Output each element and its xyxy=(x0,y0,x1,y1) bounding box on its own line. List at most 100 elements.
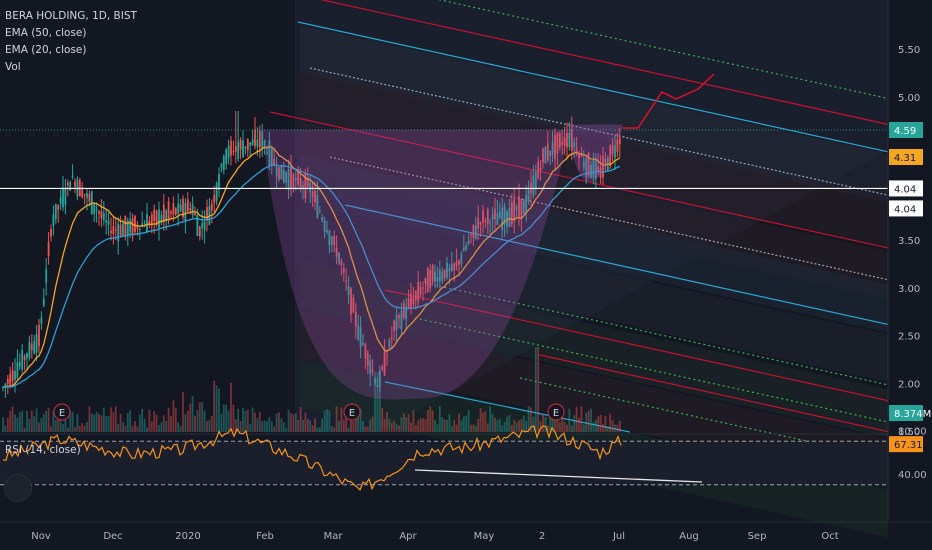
ema50-label[interactable]: EMA (50, close) xyxy=(5,27,87,39)
candle-body xyxy=(561,141,564,146)
volume-bar xyxy=(119,413,122,432)
volume-bar xyxy=(585,412,588,432)
volume-bar xyxy=(110,407,112,432)
candle-body xyxy=(472,224,475,238)
cup-pattern xyxy=(261,129,571,400)
earnings-marker xyxy=(547,403,565,421)
volume-bar xyxy=(90,413,93,432)
volume-bar xyxy=(381,408,384,432)
volume-bar xyxy=(522,415,525,432)
candle-body xyxy=(568,132,571,148)
candle-body xyxy=(381,367,384,370)
candle-body xyxy=(83,194,86,196)
volume-bar xyxy=(405,416,408,432)
fib-line xyxy=(414,317,889,423)
candle-body xyxy=(98,211,100,214)
candle-body xyxy=(429,270,432,289)
volume-bar xyxy=(150,421,153,432)
candle-body xyxy=(551,141,554,155)
candle-body xyxy=(342,267,345,273)
volume-bar xyxy=(429,406,432,432)
candle-body xyxy=(482,210,484,223)
volume-bar xyxy=(347,427,350,432)
symbol-title[interactable]: BERA HOLDING, 1D, BIST xyxy=(5,10,137,22)
candle-body xyxy=(282,169,285,183)
volume-bar xyxy=(6,417,9,432)
volume-bar xyxy=(189,403,192,432)
volume-bar xyxy=(537,347,540,432)
candle-body xyxy=(122,223,124,237)
candle-body xyxy=(597,166,600,172)
volume-bar xyxy=(410,422,412,432)
candle-body xyxy=(318,211,321,213)
volume-bar xyxy=(434,419,436,432)
volume-bar xyxy=(570,425,573,432)
volume-bar xyxy=(508,415,511,432)
volume-bar xyxy=(246,409,249,432)
ema50-line xyxy=(2,164,621,388)
candle-body xyxy=(290,166,292,188)
volume-bar xyxy=(549,418,552,432)
candle-body xyxy=(489,222,492,224)
volume-bar xyxy=(198,402,201,432)
ema20-label[interactable]: EMA (20, close) xyxy=(5,44,87,56)
fib-line xyxy=(384,381,631,433)
candle-body xyxy=(436,277,439,282)
candle-body xyxy=(194,213,196,216)
candle-body xyxy=(539,167,542,170)
candle-body xyxy=(366,352,369,366)
candle-body xyxy=(573,142,576,147)
volume-bar xyxy=(95,411,98,432)
price-tick-label: 5.50 xyxy=(898,45,920,56)
candle-body xyxy=(465,245,468,250)
candle-body xyxy=(234,145,237,152)
volume-bar xyxy=(105,416,108,432)
volume-bar xyxy=(527,406,530,432)
price-tick-label: 2.50 xyxy=(898,332,920,343)
volume-bar xyxy=(38,422,40,432)
volume-bar xyxy=(371,416,374,432)
candle-body xyxy=(297,169,300,185)
volume-bar xyxy=(544,417,547,432)
tradingview-logo[interactable] xyxy=(4,474,32,502)
volume-bar xyxy=(402,413,405,432)
volume-bar xyxy=(417,420,420,432)
candle-body xyxy=(448,267,451,272)
candle-body xyxy=(515,207,518,210)
candle-body xyxy=(554,134,556,160)
volume-bar xyxy=(215,385,218,432)
volume-bar xyxy=(316,427,319,432)
time-tick-label: Feb xyxy=(256,531,274,542)
candle-body xyxy=(105,219,108,223)
volume-bar xyxy=(134,421,136,432)
candle-body xyxy=(434,271,436,282)
candle-body xyxy=(604,158,607,165)
candle-body xyxy=(16,362,19,378)
rsi-label[interactable]: RSI (14, close) xyxy=(5,444,81,456)
volume-label[interactable]: Vol xyxy=(5,61,21,73)
volume-bar xyxy=(431,410,434,432)
volume-bar xyxy=(71,411,74,432)
candle-body xyxy=(66,182,69,186)
candle-body xyxy=(134,215,136,233)
volume-bar xyxy=(143,418,146,432)
candle-body xyxy=(450,264,453,271)
volume-bar xyxy=(234,419,237,432)
volume-bar xyxy=(244,411,247,432)
fib-line xyxy=(319,0,889,125)
volume-bar xyxy=(201,402,204,432)
fib-line xyxy=(309,67,889,196)
volume-bar xyxy=(220,413,223,432)
candle-body xyxy=(357,325,360,340)
volume-bar xyxy=(242,407,244,432)
candle-body xyxy=(422,287,424,289)
candle-body xyxy=(244,146,247,149)
volume-bar xyxy=(395,423,398,432)
candle-body xyxy=(71,175,74,178)
candle-body xyxy=(280,164,283,180)
price-tick-label: 1.50 xyxy=(898,427,920,438)
earnings-marker-label: E xyxy=(349,408,355,419)
candle-body xyxy=(520,198,523,220)
rsi-line xyxy=(2,425,622,491)
